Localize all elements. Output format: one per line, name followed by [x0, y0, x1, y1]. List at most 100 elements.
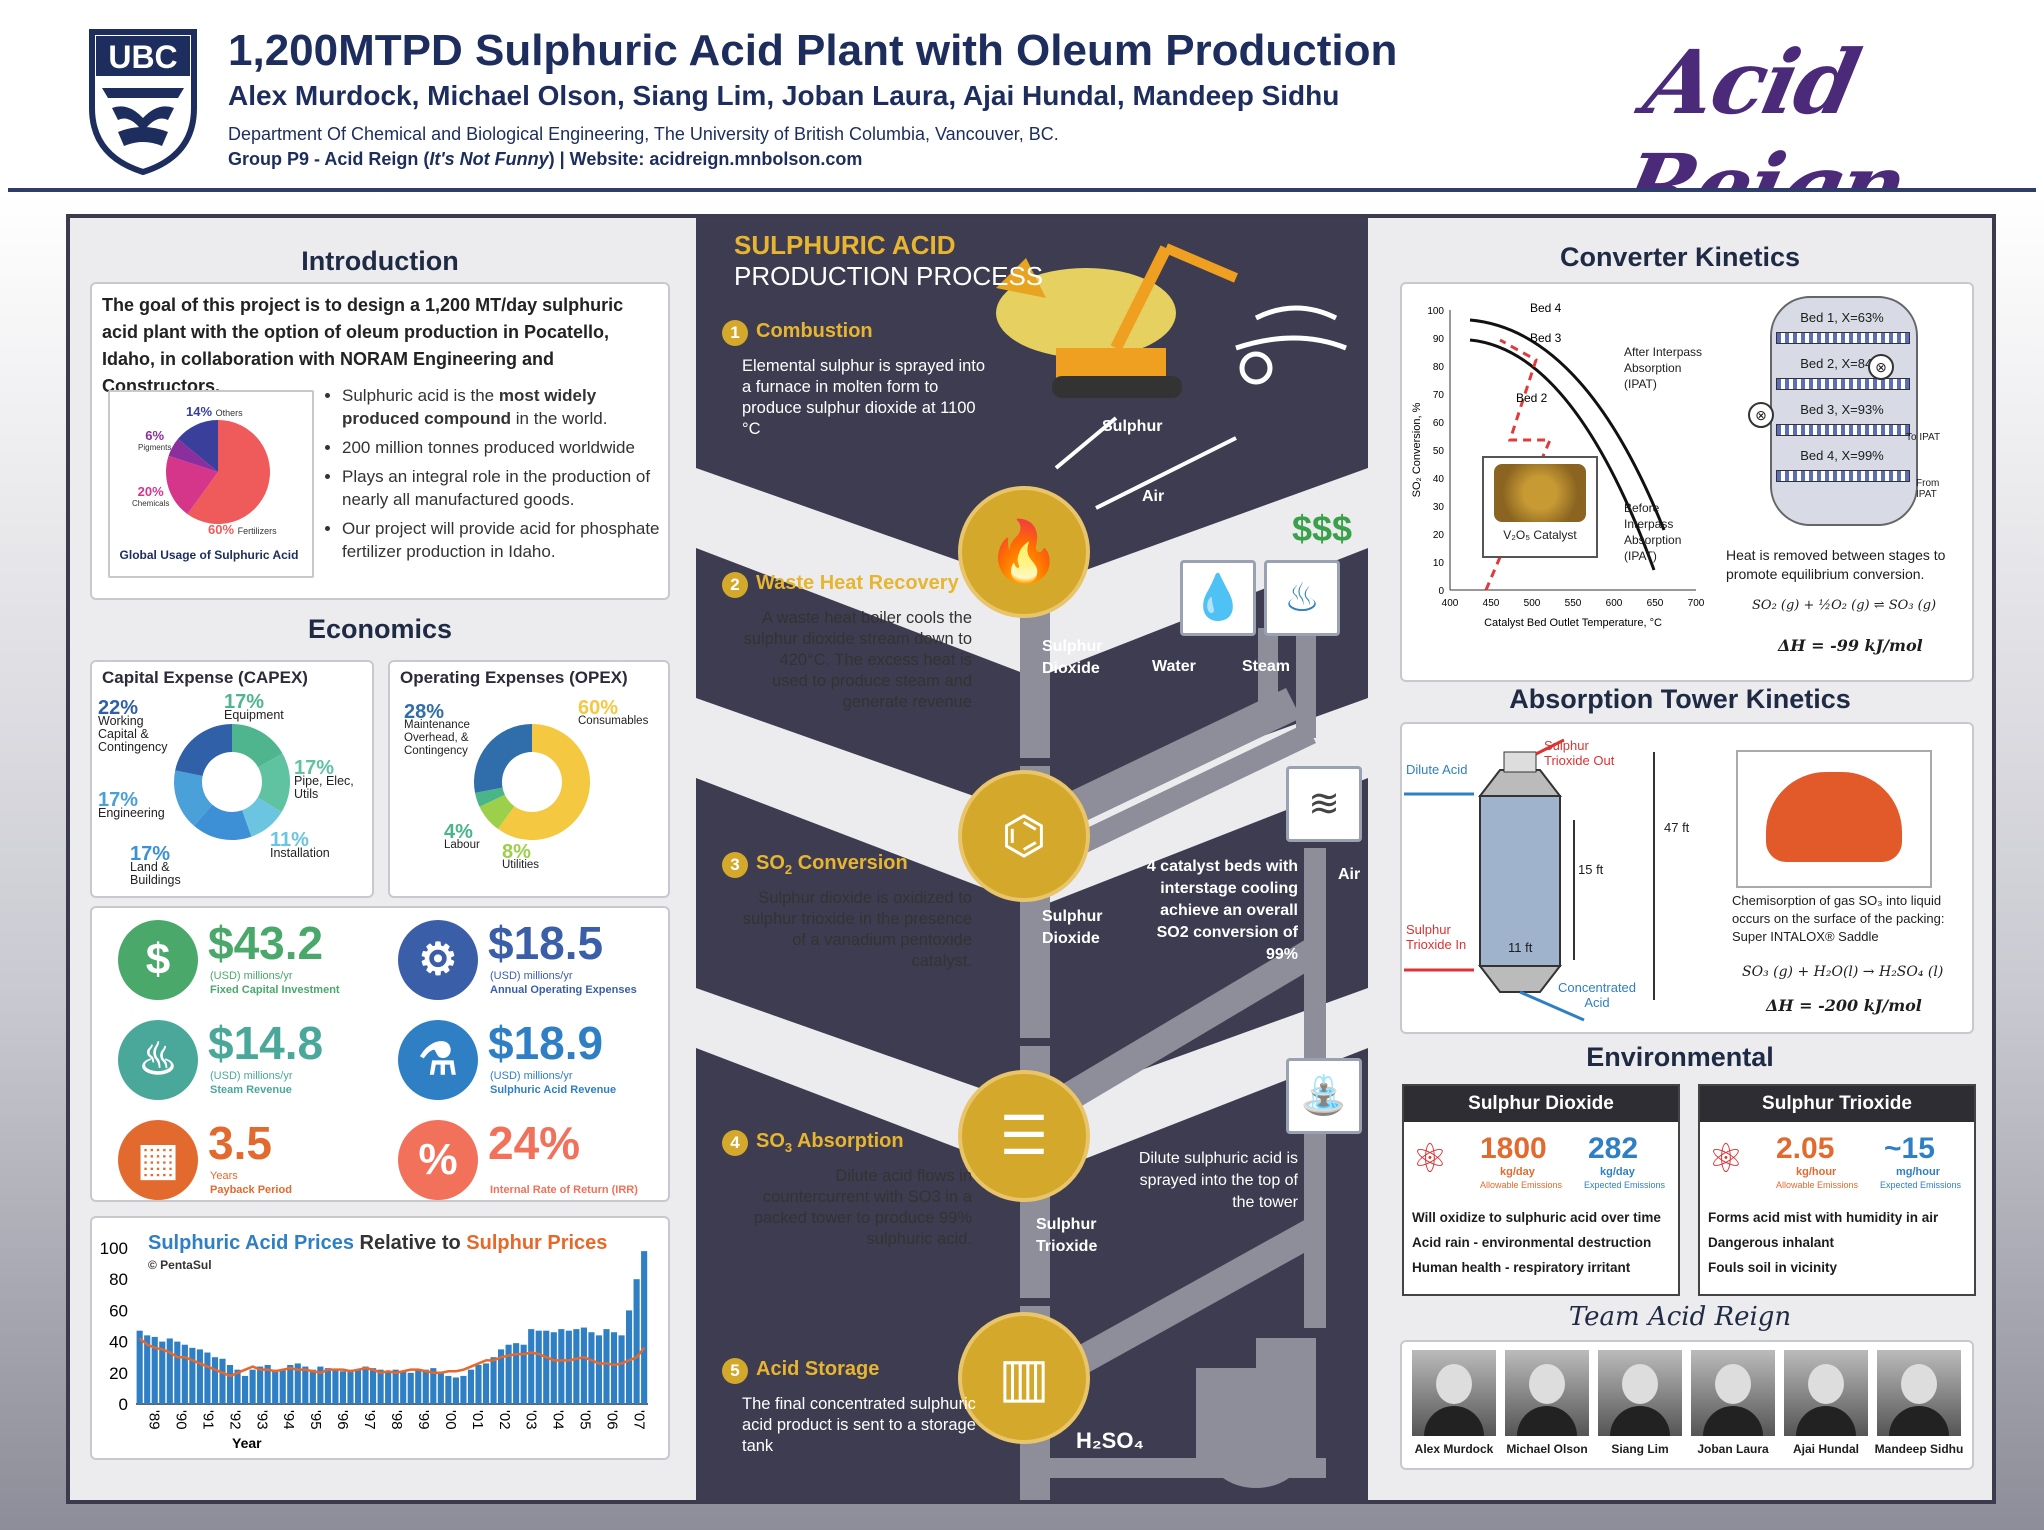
xtick-label: '93	[253, 1410, 270, 1430]
reactor-bed-label: Bed 1, X=63%	[1800, 310, 1884, 325]
absorption-enthalpy: ΔH = -200 kJ/mol	[1766, 996, 1922, 1015]
label-so2-2: Sulphur Dioxide	[1042, 908, 1103, 947]
capex-pct: 11%	[270, 829, 309, 851]
metric-unit: (USD) millions/yr	[490, 970, 573, 982]
intro-bullet: Plays an integral role in the production…	[342, 465, 678, 511]
team-photo	[1784, 1350, 1868, 1436]
ipat-after-curve	[1469, 318, 1666, 531]
pie-slice-engineering	[174, 770, 213, 826]
reactor-bed-label: Bed 2, X=84%	[1800, 356, 1884, 371]
capex-pct: 17%	[224, 691, 265, 713]
sprayer-box: ⛲	[1286, 1058, 1362, 1134]
water-drop-icon: 💧	[1190, 573, 1246, 622]
absorption-width-11: 11 ft	[1508, 940, 1533, 955]
opex-label-item: 28% Maintenance Overhead, & Contingency	[404, 702, 490, 758]
steam-icon: ♨	[118, 1020, 198, 1100]
price-bar	[226, 1365, 234, 1404]
xtick-label: '04	[550, 1410, 567, 1430]
allowable-value: 1800	[1480, 1132, 1547, 1165]
conv-ytick: 70	[1433, 390, 1445, 401]
environmental-title: Environmental	[1586, 1042, 1774, 1072]
dollar-icon: $	[118, 920, 198, 1000]
fertilizers-label: Fertilizers	[237, 526, 277, 536]
team-title: Team Acid Reign	[1568, 1302, 1792, 1332]
chemicals-label: Chemicals	[132, 499, 170, 508]
fertilizers-pct: 60%	[208, 522, 235, 537]
xtick-label: '03	[523, 1410, 540, 1430]
price-chart-title-b: Relative to	[354, 1232, 467, 1254]
absorption-tower	[1404, 738, 1655, 1022]
xtick-label: '98	[388, 1410, 405, 1430]
ytick-label: 100	[100, 1239, 128, 1258]
intro-bullet: 200 million tonnes produced worldwide	[342, 436, 678, 459]
reactor-bed-grid	[1776, 378, 1910, 390]
bullet-text: Our project will provide acid for phosph…	[342, 519, 660, 561]
env-bullet: Forms acid mist with humidity in air	[1708, 1210, 1939, 1225]
wind-icon	[1235, 305, 1347, 385]
metric-value: 3.5	[208, 1117, 272, 1169]
capex-pct: 17%	[294, 757, 335, 779]
expected-value: ~15	[1884, 1132, 1935, 1165]
price-bar	[580, 1327, 587, 1404]
bed-label: Bed 3	[1530, 331, 1562, 345]
capex-label-item: 17% Pipe, Elec, Utils	[294, 757, 380, 801]
xtick-label: '97	[361, 1410, 378, 1430]
env-card: Sulphur Trioxide ⚛ 2.05 kg/hour Allowable Em…	[1698, 1084, 1976, 1296]
price-bar	[603, 1329, 610, 1404]
conv-ytick: 40	[1433, 474, 1445, 485]
team-member-name: Ajai Hundal	[1792, 1442, 1859, 1456]
price-bar	[392, 1369, 399, 1404]
price-bar	[249, 1369, 256, 1404]
opex-slice-label: Utilities	[502, 859, 540, 871]
step-title-subscript: 3	[784, 1140, 793, 1155]
price-bar	[234, 1369, 241, 1404]
step-title-after: Absorption	[792, 1130, 904, 1152]
price-bar	[520, 1344, 527, 1404]
metric-value: $18.5	[488, 917, 604, 969]
storage-tanks-icon	[1196, 1338, 1316, 1488]
pie-label-fertilizers: 60% Fertilizers	[208, 522, 277, 537]
group-prefix: Group P9 - Acid Reign (	[228, 149, 430, 169]
pie-slice-maintenance-overhead-contingency	[474, 724, 532, 793]
team-photo	[1412, 1350, 1496, 1436]
opex-slice-label: Labour	[444, 839, 480, 851]
price-bar	[513, 1343, 520, 1404]
step-title-after: Conversion	[792, 852, 908, 874]
absorption-conc-acid: Concentrated Acid	[1557, 980, 1637, 1010]
conv-xtick: 550	[1565, 598, 1582, 609]
price-bar	[317, 1366, 324, 1404]
metric-label: Steam Revenue	[210, 1084, 292, 1096]
capex-label-item: 17% Equipment	[224, 691, 310, 722]
xtick-label: '99	[415, 1410, 432, 1430]
metric-label: Annual Operating Expenses	[490, 984, 637, 996]
price-bar	[174, 1341, 181, 1404]
acid-recycle-pipe	[1056, 1138, 1326, 1383]
price-bar	[377, 1369, 384, 1404]
absorption-title: Absorption Tower Kinetics	[1509, 684, 1851, 714]
price-bar	[595, 1335, 603, 1404]
conv-ytick: 100	[1427, 306, 1444, 317]
pigments-label: Pigments	[138, 443, 172, 452]
step-title: SO3 Absorption	[756, 1130, 904, 1155]
label-so3: Sulphur Trioxide	[1036, 1216, 1098, 1255]
reactor-bed-grid	[1776, 424, 1910, 436]
sulphur-price-line	[138, 1337, 646, 1378]
price-bar	[362, 1366, 369, 1404]
step-number: 1	[722, 320, 748, 346]
price-bar	[242, 1375, 249, 1404]
conv-ytick: 50	[1433, 446, 1445, 457]
usage-pie-chart	[166, 420, 270, 524]
from-ipat-label: From IPAT	[1916, 478, 1940, 500]
catalyst-bed-icon: ☰	[999, 1106, 1049, 1166]
price-bar	[324, 1368, 331, 1404]
label-water: Water	[1152, 658, 1196, 675]
price-bar	[144, 1335, 151, 1404]
capex-pct: 22%	[98, 697, 139, 719]
team-member-name: Siang Lim	[1611, 1442, 1669, 1456]
reactor-bed-grid	[1776, 470, 1910, 482]
price-chart: 100 80 60 40 20 0 '89 '90 '91 '92 '93 '94 '95 '96 '97 '…	[100, 1239, 648, 1451]
conv-xtick: 500	[1524, 598, 1541, 609]
conv-x-label: Catalyst Bed Outlet Temperature, °C	[1484, 617, 1662, 629]
team-member-name: Joban Laura	[1697, 1442, 1769, 1456]
allowable-label: Allowable Emissions	[1776, 1180, 1859, 1190]
